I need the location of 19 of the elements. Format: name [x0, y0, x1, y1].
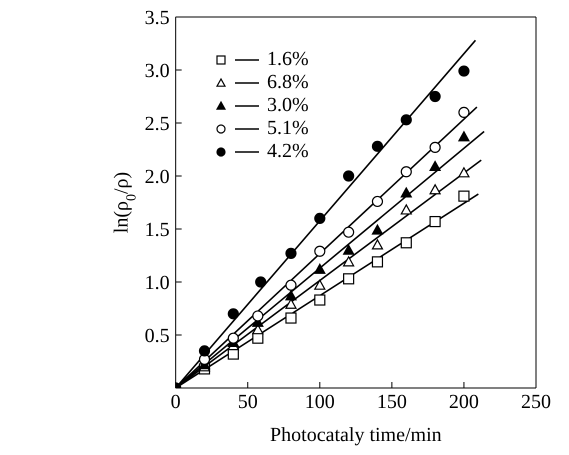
y-tick-label: 1.0 — [144, 272, 170, 294]
legend-label: 4.2% — [267, 140, 309, 163]
legend-label: 3.0% — [267, 94, 309, 117]
y-tick-label: 2.0 — [144, 166, 170, 188]
x-tick-label: 150 — [376, 391, 407, 414]
x-tick-label: 0 — [170, 391, 181, 414]
legend-label: 1.6% — [267, 48, 309, 71]
x-tick-label: 250 — [521, 391, 551, 414]
x-axis-title: Photocataly time/min — [270, 424, 442, 446]
x-tick-label: 50 — [238, 391, 258, 414]
y-tick-label: 3.0 — [144, 60, 170, 82]
y-tick-label: 0.5 — [144, 325, 170, 348]
x-tick-label: 100 — [304, 391, 335, 414]
legend-label: 5.1% — [267, 117, 309, 140]
y-tick-label: 1.5 — [144, 219, 170, 242]
x-tick-label: 200 — [448, 391, 479, 414]
legend-label: 6.8% — [267, 71, 309, 94]
y-tick-label: 2.5 — [144, 113, 170, 136]
y-tick-label: 3.5 — [144, 7, 170, 30]
